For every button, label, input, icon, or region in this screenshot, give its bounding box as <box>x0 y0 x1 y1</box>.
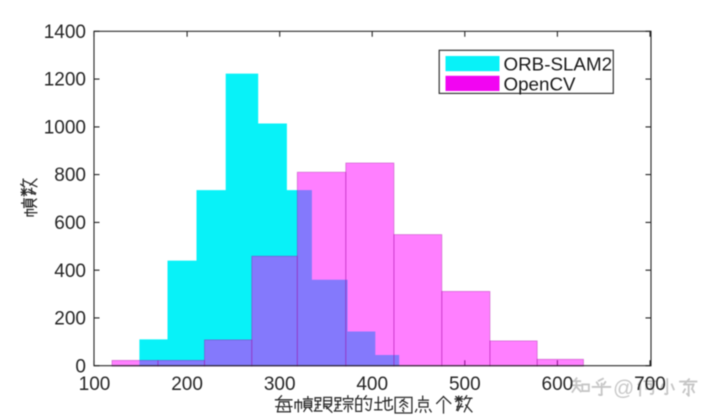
svg-text:700: 700 <box>634 374 666 395</box>
svg-text:600: 600 <box>54 213 86 234</box>
svg-text:800: 800 <box>54 165 86 186</box>
svg-text:OpenCV: OpenCV <box>504 73 577 94</box>
svg-text:0: 0 <box>75 356 86 377</box>
svg-text:1200: 1200 <box>44 70 86 91</box>
svg-text:300: 300 <box>264 374 296 395</box>
svg-text:1400: 1400 <box>44 22 86 43</box>
svg-text:@: @ <box>613 377 634 400</box>
svg-text:200: 200 <box>54 309 86 330</box>
svg-text:200: 200 <box>171 374 203 395</box>
svg-text:100: 100 <box>79 374 111 395</box>
svg-text:600: 600 <box>542 374 574 395</box>
svg-text:400: 400 <box>356 374 388 395</box>
svg-text:500: 500 <box>449 374 481 395</box>
svg-text:400: 400 <box>54 261 86 282</box>
svg-text:ORB-SLAM2: ORB-SLAM2 <box>504 54 613 75</box>
svg-text:1000: 1000 <box>44 118 86 139</box>
